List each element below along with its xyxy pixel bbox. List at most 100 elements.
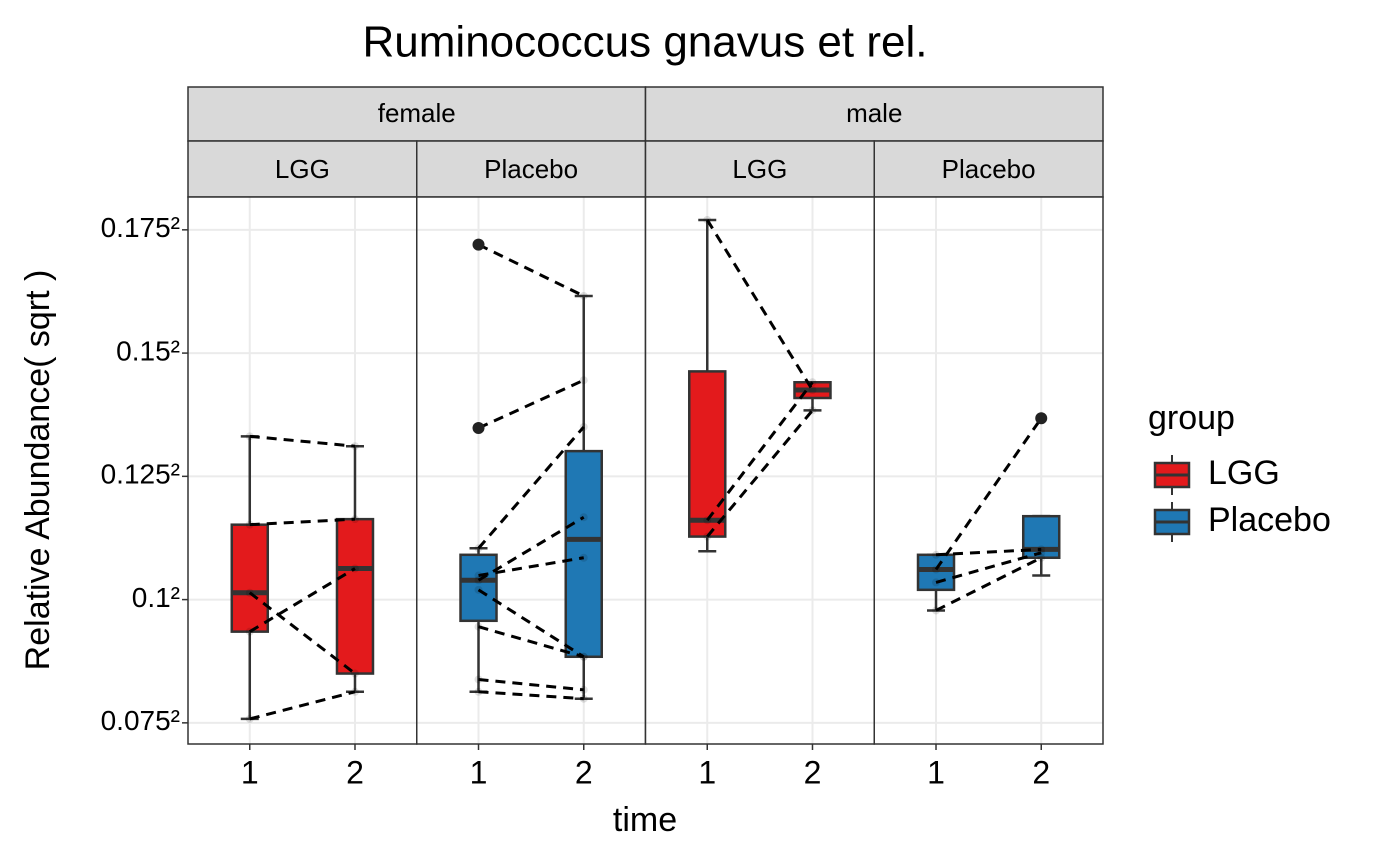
x-tick-label: 2 bbox=[804, 754, 822, 790]
pair-line bbox=[478, 677, 584, 692]
pair-line bbox=[935, 556, 1042, 612]
data-point bbox=[579, 513, 588, 522]
pair-line bbox=[706, 409, 814, 538]
data-point bbox=[932, 578, 941, 587]
pair-line bbox=[248, 567, 356, 633]
x-tick-label: 1 bbox=[698, 754, 716, 790]
data-point bbox=[350, 669, 359, 678]
facet-strip bbox=[187, 86, 647, 142]
y-tick-label: 0.15² bbox=[116, 335, 180, 366]
data-point bbox=[808, 378, 817, 387]
data-point bbox=[703, 532, 712, 541]
legend-label: Placebo bbox=[1208, 501, 1331, 539]
panel-strip bbox=[187, 140, 418, 198]
data-point bbox=[808, 406, 817, 415]
data-point bbox=[703, 215, 712, 224]
pair-line bbox=[477, 378, 585, 430]
facet-strip-label: male bbox=[846, 98, 902, 128]
data-point bbox=[474, 585, 483, 594]
pair-line bbox=[477, 515, 585, 582]
box bbox=[459, 553, 498, 623]
data-point bbox=[474, 622, 483, 631]
y-tick-label: 0.075² bbox=[101, 705, 180, 736]
panel-strip-label: LGG bbox=[732, 154, 787, 184]
data-point bbox=[1037, 553, 1046, 562]
panel-strip-label: Placebo bbox=[484, 154, 578, 184]
panel-strip-label: LGG bbox=[275, 154, 330, 184]
pair-line bbox=[249, 690, 356, 721]
data-point bbox=[474, 544, 483, 553]
x-tick-label: 1 bbox=[241, 754, 259, 790]
pair-line bbox=[935, 551, 1042, 584]
box bbox=[335, 517, 375, 675]
panel-background bbox=[188, 197, 417, 744]
data-point bbox=[474, 571, 483, 580]
data-point bbox=[245, 714, 254, 723]
pair-line bbox=[478, 625, 585, 659]
y-tick-label: 0.125² bbox=[101, 459, 180, 490]
data-point bbox=[474, 576, 483, 585]
facet-strip bbox=[644, 86, 1104, 142]
panel-background bbox=[645, 197, 875, 744]
pair-line bbox=[248, 591, 356, 675]
y-tick-label: 0.1² bbox=[132, 582, 180, 613]
data-point bbox=[350, 687, 359, 696]
data-point bbox=[245, 520, 254, 529]
data-point bbox=[579, 376, 588, 385]
data-point bbox=[579, 422, 588, 431]
x-tick-label: 2 bbox=[346, 754, 364, 790]
data-point bbox=[245, 627, 254, 636]
data-point bbox=[245, 432, 254, 441]
x-tick-label: 1 bbox=[927, 754, 945, 790]
x-tick-label: 1 bbox=[470, 754, 488, 790]
data-point bbox=[474, 687, 483, 696]
data-point bbox=[579, 652, 588, 661]
data-point bbox=[579, 685, 588, 694]
data-point bbox=[579, 291, 588, 300]
pair-line bbox=[935, 547, 1042, 557]
pair-line bbox=[478, 556, 584, 578]
panel-strip bbox=[873, 140, 1104, 198]
panel-strip-label: Placebo bbox=[942, 154, 1036, 184]
data-point bbox=[1037, 548, 1046, 557]
pair-line bbox=[477, 243, 585, 298]
data-point bbox=[245, 588, 254, 597]
chart-title: Ruminococcus gnavus et rel. bbox=[363, 18, 928, 67]
y-axis-label: Relative Abundance( sqrt ) bbox=[19, 270, 57, 671]
panel-border bbox=[873, 196, 1104, 745]
pair-line bbox=[478, 690, 584, 701]
data-point bbox=[350, 564, 359, 573]
data-point bbox=[579, 553, 588, 562]
data-point bbox=[932, 550, 941, 559]
box bbox=[230, 523, 270, 633]
pair-line bbox=[477, 588, 585, 659]
outlier bbox=[1035, 412, 1048, 425]
panel-background bbox=[416, 197, 646, 744]
x-tick-label: 2 bbox=[575, 754, 593, 790]
facet-strip-label: female bbox=[378, 98, 456, 128]
legend-title: group bbox=[1148, 399, 1235, 437]
outlier bbox=[472, 238, 485, 251]
data-point bbox=[932, 606, 941, 615]
panel-background bbox=[874, 197, 1103, 744]
data-point bbox=[350, 515, 359, 524]
legend-label: LGG bbox=[1208, 454, 1280, 492]
x-tick-label: 2 bbox=[1032, 754, 1050, 790]
box bbox=[688, 370, 727, 538]
data-point bbox=[350, 442, 359, 451]
pair-line bbox=[249, 517, 356, 527]
pair-line bbox=[934, 417, 1043, 571]
data-point bbox=[579, 694, 588, 703]
x-axis-label: time bbox=[613, 801, 677, 839]
panel-strip bbox=[416, 140, 647, 198]
pair-line bbox=[706, 381, 814, 522]
outlier bbox=[472, 422, 485, 435]
pair-line bbox=[249, 434, 356, 448]
panel-strip bbox=[644, 140, 875, 198]
data-point bbox=[1037, 545, 1046, 554]
data-point bbox=[474, 675, 483, 684]
data-point bbox=[932, 565, 941, 574]
data-point bbox=[808, 385, 817, 394]
data-point bbox=[703, 516, 712, 525]
